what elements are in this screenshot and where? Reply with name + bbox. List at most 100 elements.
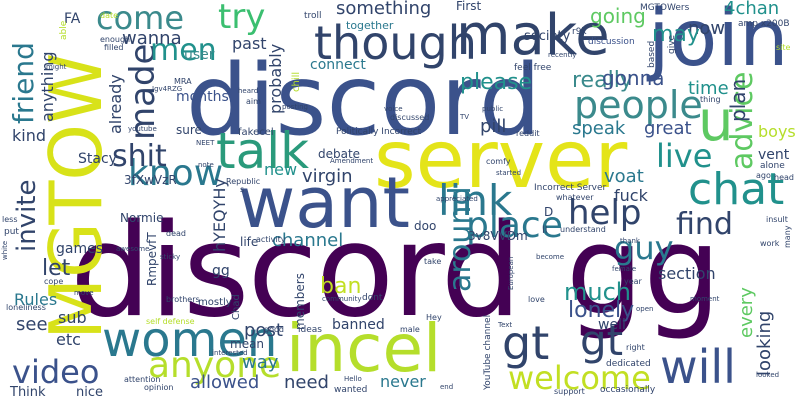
word-time: time — [688, 78, 729, 99]
word-gg-big: gg — [566, 200, 721, 342]
word-started: started — [496, 169, 522, 177]
word-shit: shit — [112, 139, 167, 174]
word-will: will — [660, 340, 736, 394]
word-kind: kind — [12, 126, 47, 145]
word-community: community — [322, 295, 362, 303]
word-really: really — [572, 68, 633, 93]
word-moment: moment — [690, 295, 720, 303]
word-dont: dont — [362, 293, 383, 303]
word-make: make — [456, 3, 610, 68]
word-gt-2: gt — [580, 316, 624, 365]
word-dead: dead — [166, 229, 186, 238]
word-mean: mean — [230, 337, 265, 351]
word-rules: Rules — [14, 290, 58, 309]
word-discord-top: discord — [186, 44, 542, 158]
word-might: might — [46, 63, 67, 71]
word-server: server — [374, 113, 628, 206]
word-amendment: Amendment — [330, 157, 374, 165]
word-european: European — [507, 256, 515, 290]
word-debate: debate — [318, 147, 361, 161]
word-chad: Chad — [231, 294, 242, 320]
word-fuck: fuck — [614, 186, 648, 205]
word-vent: vent — [758, 147, 790, 163]
word-video: video — [12, 353, 100, 391]
word-let: let — [42, 256, 71, 281]
word-appreciated: appreciated — [436, 195, 478, 203]
word-may: may — [652, 22, 700, 47]
word-u: u — [698, 89, 734, 154]
word-comfy: comfy — [486, 157, 511, 166]
word-hey: Hey — [426, 313, 442, 322]
word-link: link — [438, 176, 513, 225]
word-activity: activity — [256, 235, 286, 244]
word-take: take — [424, 257, 442, 266]
word-date: date — [100, 11, 119, 20]
word-anyone: anyone — [148, 345, 282, 386]
word-dedicated: dedicated — [606, 359, 651, 369]
word-youtube-channel: YouTube channel — [483, 314, 493, 390]
word-public: public — [482, 105, 504, 113]
word-give: give — [667, 34, 677, 54]
word-find: find — [676, 207, 733, 242]
word-amp-x200b: amp x200B — [738, 19, 790, 29]
word-s: s — [240, 185, 245, 194]
word-already: already — [106, 74, 125, 134]
word-invite: invite — [12, 179, 42, 252]
word-4chan: 4chan — [724, 0, 780, 19]
word-d: D — [544, 205, 554, 219]
word-ago: ago — [756, 171, 771, 180]
word-self-defense: self defense — [146, 317, 195, 326]
word-doo: doo — [414, 219, 437, 233]
word-friend: friend — [7, 42, 40, 124]
word-now: now — [688, 18, 726, 39]
word-discord-big: discord — [70, 197, 522, 346]
word-great: great — [644, 118, 692, 139]
word-men: men — [150, 33, 217, 68]
word-channel: channel — [272, 230, 344, 251]
word-mra: MRA — [174, 77, 192, 86]
word-politically-incorrect: Politically Incorrect — [336, 127, 422, 137]
word-life: life — [240, 235, 259, 249]
word-note: note — [198, 161, 214, 169]
word-members: members — [293, 273, 307, 330]
word-need: need — [284, 372, 329, 393]
word-enough: enough — [100, 35, 131, 44]
word-mgtowers: MGTOWers — [640, 3, 690, 13]
word-less: less — [2, 215, 18, 224]
word-gg-small: gg — [212, 263, 230, 279]
word-troll: troll — [304, 11, 322, 21]
word-wanna: wanna — [122, 28, 182, 49]
word-welcome: welcome — [508, 359, 651, 397]
word-female: female — [612, 265, 637, 273]
word-something: something — [336, 0, 432, 19]
word-head: head — [774, 173, 794, 182]
word-love: love — [528, 295, 545, 304]
word-hello: Hello — [344, 375, 362, 383]
word-able: able — [59, 20, 69, 40]
word-mostly: mostly — [198, 297, 232, 308]
word-discussed: discussed — [390, 113, 430, 122]
word-gonna: gonna — [602, 66, 665, 90]
word-guy: guy — [614, 229, 674, 267]
word-cope: cope — [44, 277, 64, 286]
word-move: move — [74, 289, 94, 297]
word-text: Text — [498, 321, 513, 329]
word-awesome: awesome — [116, 245, 150, 253]
word-occasionally: occasionally — [600, 385, 656, 395]
word-3fxwvzr: 3fXwVzR — [124, 173, 177, 187]
word-never: never — [380, 372, 426, 391]
word-recently: recently — [548, 51, 577, 59]
word-ideas: ideas — [298, 325, 322, 335]
word-games: games — [56, 241, 104, 257]
word-fakecel: fakecel — [238, 127, 274, 138]
word-first: First — [456, 0, 482, 13]
word-society: society — [524, 29, 571, 44]
word-hyeqyhy: hYEQYHy — [210, 178, 229, 252]
word-republic: Republic — [226, 177, 261, 186]
word-neet: NEET — [196, 139, 215, 147]
word-women: women — [102, 312, 278, 368]
word-right: right — [626, 343, 645, 352]
word-help: help — [568, 193, 642, 233]
word-put: put — [4, 227, 19, 237]
